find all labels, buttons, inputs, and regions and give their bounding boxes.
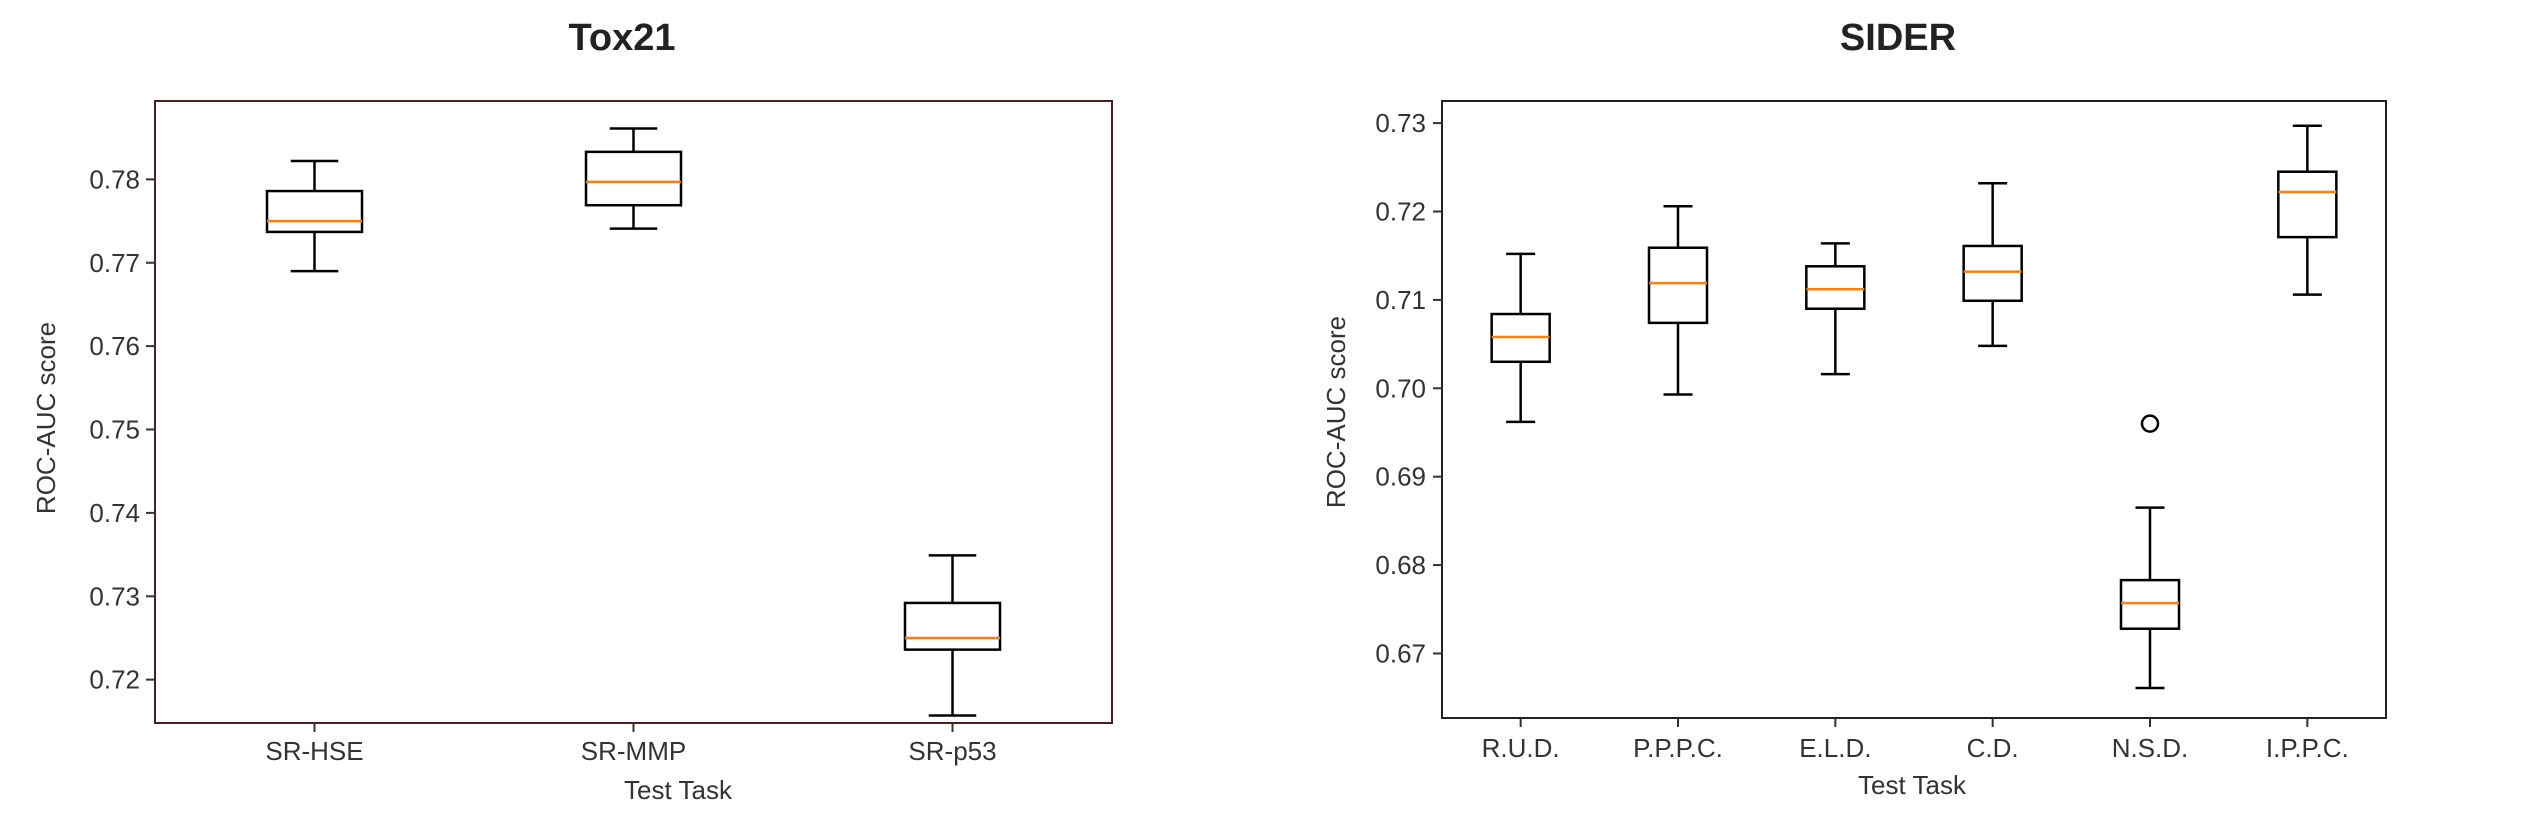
box-i-p-p-c <box>2277 124 2338 296</box>
x-tick-label: C.D. <box>1967 733 2019 763</box>
y-axis-label: ROC-AUC score <box>1321 316 1351 508</box>
y-tick-label: 0.69 <box>1375 462 1426 492</box>
y-tick-label: 0.77 <box>89 248 140 278</box>
y-tick-label: 0.75 <box>89 415 140 445</box>
x-tick-label: N.S.D. <box>2112 733 2189 763</box>
box-sr-mmp <box>584 127 683 230</box>
sider-panel: SIDER Test Task ROC-AUC score 0.670.680.… <box>1321 17 2387 800</box>
plot-area: 0.72 0.73 0.74 0.75 0.76 0.77 0.78 SR-HSE SR-MMP… <box>89 100 1113 766</box>
box-c-d <box>1962 181 2023 348</box>
box-sr-hse <box>265 159 364 273</box>
x-tick-label: P.P.P.C. <box>1633 733 1723 763</box>
plot-frame <box>1441 100 2387 719</box>
iqr-box <box>584 150 683 207</box>
x-tick-label: I.P.P.C. <box>2266 733 2349 763</box>
iqr-box <box>903 601 1002 651</box>
x-axis-label: Test Task <box>624 775 733 805</box>
y-tick-label: 0.70 <box>1375 373 1426 403</box>
plot-frame <box>154 100 1113 724</box>
box-p-p-p-c <box>1647 204 1709 396</box>
chart-title: Tox21 <box>568 17 675 59</box>
y-tick-label: 0.67 <box>1375 638 1426 668</box>
iqr-box <box>1962 244 2023 303</box>
tox21-panel: Tox21 Test Task ROC-AUC score 0.720.730.… <box>31 17 1113 805</box>
y-tick-label: 0.73 <box>89 581 140 611</box>
y-tick-label: 0.76 <box>89 331 140 361</box>
y-tick-label: 0.72 <box>89 665 140 695</box>
x-tick-label: R.U.D. <box>1482 733 1560 763</box>
iqr-box <box>2277 170 2338 239</box>
plot-area: 0.67 0.68 0.69 0.70 0.71 0.72 0.73 R.U.D. P.P.P.… <box>1375 100 2387 763</box>
chart-title: SIDER <box>1840 17 1956 59</box>
y-tick-label: 0.78 <box>89 164 140 194</box>
outlier-point <box>2140 414 2160 433</box>
box-r-u-d <box>1490 252 1551 424</box>
iqr-box <box>265 189 364 234</box>
y-tick-label: 0.74 <box>89 498 140 528</box>
iqr-box <box>1647 246 1709 325</box>
y-tick-label: 0.68 <box>1375 550 1426 580</box>
y-axis-label: ROC-AUC score <box>31 322 61 514</box>
y-tick-label: 0.73 <box>1375 108 1426 138</box>
y-tick-label: 0.71 <box>1375 285 1426 315</box>
x-axis-label: Test Task <box>1858 770 1967 800</box>
iqr-box <box>1805 265 1866 310</box>
x-tick-label: SR-HSE <box>265 736 363 766</box>
x-tick-label: SR-MMP <box>581 736 686 766</box>
box-n-s-d <box>2119 414 2181 690</box>
box-sr-p53 <box>903 554 1002 717</box>
x-tick-label: E.L.D. <box>1799 733 1871 763</box>
x-tick-label: SR-p53 <box>908 736 996 766</box>
box-e-l-d <box>1805 242 1866 376</box>
iqr-box <box>2119 578 2181 630</box>
y-tick-label: 0.72 <box>1375 196 1426 226</box>
